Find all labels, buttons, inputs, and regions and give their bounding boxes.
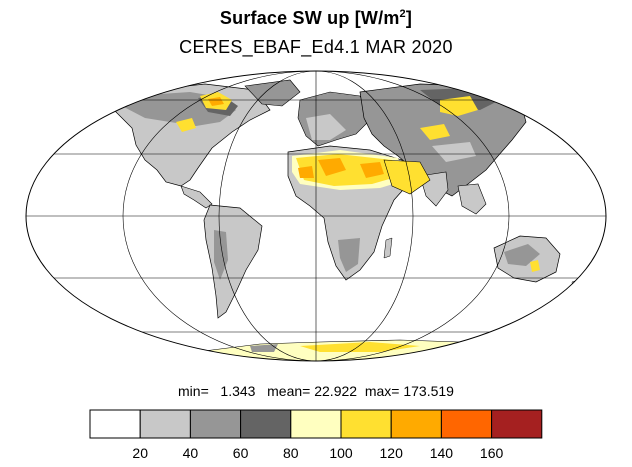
great-lakes-snow [176, 118, 196, 132]
central-asia-yellow [420, 124, 450, 140]
colorbar-tick-label: 40 [183, 445, 199, 461]
max-label: max= [364, 383, 400, 399]
antarctica-grey [250, 344, 278, 352]
colorbar-tick-label: 140 [430, 445, 454, 461]
colorbar-box [491, 409, 543, 439]
colorbar-box [290, 409, 342, 439]
antarctica-yellow [300, 342, 420, 352]
sahara-orange [298, 158, 384, 178]
colorbar-tick-label: 120 [380, 445, 404, 461]
colorbar-tick-label: 160 [480, 445, 504, 461]
colorbar-tick-label: 80 [283, 445, 299, 461]
mean-label: mean= [267, 383, 311, 399]
australia-yellow [530, 260, 540, 272]
arabia-land [383, 159, 431, 195]
title-text: Surface SW up [W/m [219, 8, 400, 28]
map-outline [25, 70, 607, 362]
colorbar-box [139, 409, 191, 439]
title-exponent: 2 [399, 8, 406, 20]
colorbar-tick-label: 100 [329, 445, 353, 461]
australia-dark [504, 244, 540, 266]
statistics-line: min= 1.343 mean= 22.922 max= 173.519 [0, 383, 632, 399]
africa-dark [338, 238, 360, 272]
madagascar [383, 237, 393, 259]
colorbar-box [390, 409, 442, 439]
graticule [26, 71, 606, 361]
colorbar-tick-label: 20 [132, 445, 148, 461]
tibet-light [432, 142, 476, 162]
colorbar-box [440, 409, 493, 439]
southeast-asia [457, 183, 487, 215]
colorbar-box [89, 409, 141, 439]
title-close: ] [405, 8, 413, 28]
colorbar-box [340, 409, 392, 439]
chart-subtitle: CERES_EBAF_Ed4.1 MAR 2020 [179, 37, 453, 57]
max-value: 173.519 [403, 383, 454, 399]
greenland [244, 79, 301, 107]
south-america-dark [214, 230, 228, 280]
canada-snow-orange [208, 97, 224, 106]
min-value: 1.343 [220, 383, 256, 399]
colorbar-box [240, 409, 292, 439]
colorbar-tick-label: 60 [233, 445, 249, 461]
colorbar-box [189, 409, 242, 439]
min-label: min= [178, 383, 209, 399]
central-america-land [180, 185, 213, 209]
mean-value: 22.922 [314, 383, 358, 399]
chart-title: Surface SW up [W/m2] [0, 8, 632, 29]
